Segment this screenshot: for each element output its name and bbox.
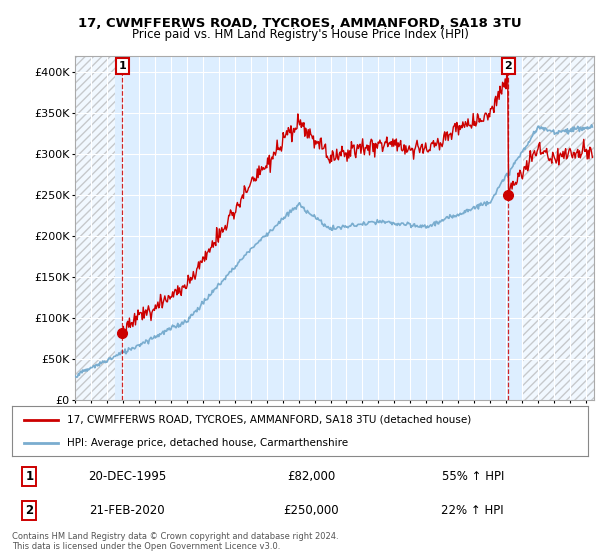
Text: 1: 1 bbox=[25, 470, 34, 483]
Text: 20-DEC-1995: 20-DEC-1995 bbox=[88, 470, 166, 483]
Text: Price paid vs. HM Land Registry's House Price Index (HPI): Price paid vs. HM Land Registry's House … bbox=[131, 28, 469, 41]
Text: 22% ↑ HPI: 22% ↑ HPI bbox=[442, 503, 504, 517]
Text: 21-FEB-2020: 21-FEB-2020 bbox=[89, 503, 165, 517]
Text: 17, CWMFFERWS ROAD, TYCROES, AMMANFORD, SA18 3TU: 17, CWMFFERWS ROAD, TYCROES, AMMANFORD, … bbox=[78, 17, 522, 30]
Text: 55% ↑ HPI: 55% ↑ HPI bbox=[442, 470, 504, 483]
Text: HPI: Average price, detached house, Carmarthenshire: HPI: Average price, detached house, Carm… bbox=[67, 438, 348, 448]
Text: 2: 2 bbox=[505, 61, 512, 71]
Text: £250,000: £250,000 bbox=[284, 503, 340, 517]
Bar bbox=[75, 56, 115, 400]
Text: Contains HM Land Registry data © Crown copyright and database right 2024.
This d: Contains HM Land Registry data © Crown c… bbox=[12, 532, 338, 552]
Text: 17, CWMFFERWS ROAD, TYCROES, AMMANFORD, SA18 3TU (detached house): 17, CWMFFERWS ROAD, TYCROES, AMMANFORD, … bbox=[67, 414, 471, 424]
Text: £82,000: £82,000 bbox=[287, 470, 335, 483]
Text: 1: 1 bbox=[119, 61, 127, 71]
Text: 2: 2 bbox=[25, 503, 34, 517]
Bar bbox=[522, 56, 594, 400]
